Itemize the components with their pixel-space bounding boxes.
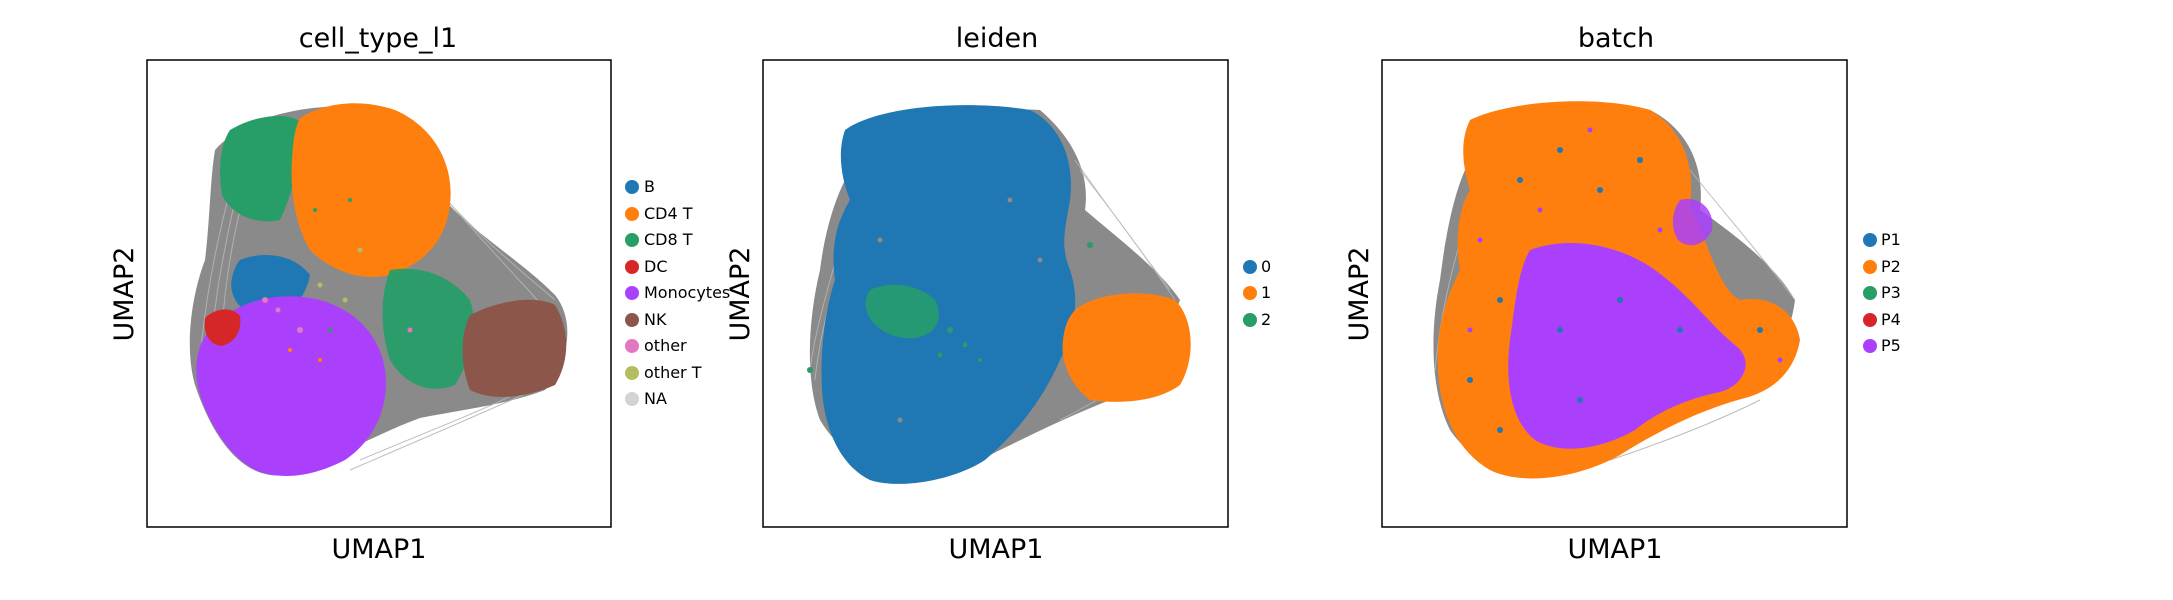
legend-marker [625,392,639,406]
panel-title: batch [1578,23,1654,54]
cluster-dc [204,309,241,346]
legend: P1 P2 P3 P4 P5 [1863,230,1901,355]
legend-marker [625,366,639,380]
legend-label: B [644,177,655,196]
cluster-2 [865,284,939,339]
legend-marker [1243,286,1257,300]
legend-label: Monocytes [644,283,730,302]
x-axis-label: UMAP1 [332,534,427,565]
legend-marker [625,233,639,247]
y-axis-label: UMAP2 [109,247,140,342]
legend-marker [1863,313,1877,327]
region-p5-right [1672,199,1713,246]
legend-label: P1 [1881,230,1901,249]
plot-area [189,103,568,476]
legend-marker [1863,339,1877,353]
plot-area [807,105,1191,484]
legend-label: NA [644,389,667,408]
legend-marker [625,286,639,300]
cluster-cd8t-mid [382,268,475,389]
speckles-other [1467,127,1783,433]
panel-title: cell_type_l1 [299,23,457,54]
speckles-other [807,197,1093,423]
legend-marker [625,260,639,274]
legend-marker [625,180,639,194]
plot-area [1433,101,1800,479]
cluster-monocytes [196,296,386,476]
legend-marker [625,313,639,327]
legend: 0 1 2 [1243,257,1271,329]
legend-label: 2 [1261,310,1271,329]
panel-batch: batch [1344,23,1901,565]
legend-marker [1863,233,1877,247]
legend-marker [625,339,639,353]
legend-marker [1863,286,1877,300]
y-axis-label: UMAP2 [725,247,756,342]
panel-leiden: leiden [725,23,1271,565]
x-axis-label: UMAP1 [1568,534,1663,565]
cluster-cd4t [291,103,451,278]
legend-marker [1243,260,1257,274]
x-axis-label: UMAP1 [949,534,1044,565]
legend-marker [625,207,639,221]
legend-label: NK [644,310,667,329]
legend-label: P3 [1881,283,1901,302]
panel-title: leiden [956,23,1038,54]
axes-frame [762,59,1229,528]
legend-label: P2 [1881,257,1901,276]
legend-label: P4 [1881,310,1901,329]
legend-label: other [644,336,687,355]
axes-frame [1381,59,1848,528]
legend-label: CD8 T [644,230,693,249]
legend: B CD4 T CD8 T DC Monocytes NK other othe… [625,177,730,408]
cluster-1 [1062,293,1191,402]
legend-label: 1 [1261,283,1271,302]
legend-label: 0 [1261,257,1271,276]
legend-label: P5 [1881,336,1901,355]
legend-marker [1243,313,1257,327]
cluster-nk [462,299,567,397]
legend-label: other T [644,363,702,382]
legend-marker [1863,260,1877,274]
y-axis-label: UMAP2 [1344,247,1375,342]
cluster-cd8t-top [220,115,305,222]
panel-cell-type: cell_type_l1 [109,23,730,565]
speckles-other [262,198,413,362]
region-p5 [1508,242,1746,449]
legend-label: CD4 T [644,204,693,223]
axes-frame [146,59,612,528]
legend-label: DC [644,257,668,276]
